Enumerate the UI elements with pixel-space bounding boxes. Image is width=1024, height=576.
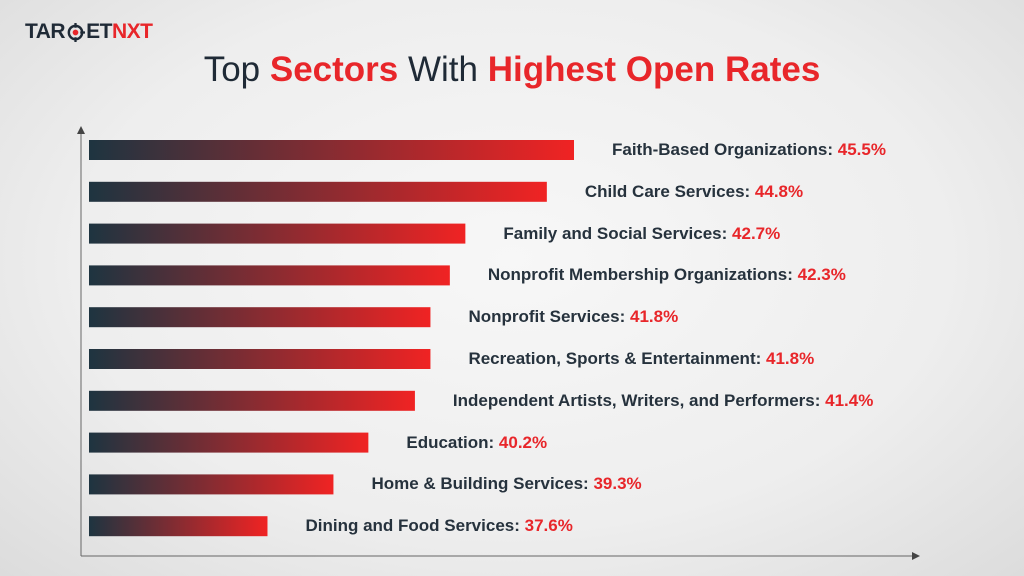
bar-label: Child Care Services: 44.8%	[585, 182, 803, 202]
value-label: 41.4%	[825, 390, 874, 410]
logo: TAR ET NXT	[25, 20, 153, 44]
category-label: Home & Building Services:	[371, 474, 594, 494]
bar-label: Home & Building Services: 39.3%	[371, 474, 641, 494]
bar	[89, 432, 369, 453]
bar	[89, 223, 466, 244]
value-label: 41.8%	[766, 349, 815, 368]
bar-label: Recreation, Sports & Entertainment: 41.8…	[468, 349, 814, 369]
value-label: 37.6%	[524, 516, 573, 536]
bar-label: Nonprofit Membership Organizations: 42.3…	[488, 265, 846, 285]
value-label: 42.7%	[732, 223, 781, 243]
chart-title: Top Sectors With Highest Open Rates	[0, 50, 1024, 90]
bar-label: Independent Artists, Writers, and Perfor…	[453, 391, 873, 411]
bar	[89, 390, 415, 411]
bar	[89, 140, 574, 160]
value-label: 40.2%	[498, 432, 548, 452]
bar	[89, 474, 334, 495]
category-label: Nonprofit Membership Organizations:	[487, 265, 798, 285]
logo-text: TAR	[25, 20, 66, 43]
bar	[89, 516, 268, 537]
bar-label: Education: 40.2%	[406, 433, 547, 453]
category-label: Education:	[406, 432, 499, 452]
bar	[89, 181, 547, 202]
value-label: 39.3%	[593, 474, 642, 494]
value-label: 41.8%	[629, 307, 679, 327]
value-label: 42.3%	[797, 265, 846, 285]
title-word: Top	[203, 50, 261, 89]
crosshair-icon	[67, 22, 86, 42]
bar-label: Faith-Based Organizations: 45.5%	[612, 140, 886, 160]
logo-text-accent: NXT	[111, 20, 153, 43]
category-label: Independent Artists, Writers, and Perfor…	[452, 390, 826, 410]
bar-label: Family and Social Services: 42.7%	[503, 224, 780, 244]
category-label: Recreation, Sports & Entertainment:	[468, 349, 766, 368]
bar-label: Nonprofit Services: 41.8%	[468, 307, 678, 327]
title-word-highlight: Highest Open Rates	[487, 50, 821, 89]
bar	[89, 265, 450, 286]
logo-text: ET	[86, 20, 112, 43]
title-word: With	[408, 50, 478, 89]
value-label: 44.8%	[754, 181, 804, 201]
bar-label: Dining and Food Services: 37.6%	[305, 516, 572, 536]
category-label: Nonprofit Services:	[468, 307, 630, 327]
category-label: Family and Social Services:	[503, 223, 733, 243]
bar	[89, 349, 431, 369]
value-label: 45.5%	[837, 140, 886, 159]
bar	[89, 307, 431, 328]
category-label: Child Care Services:	[584, 181, 755, 201]
category-label: Dining and Food Services:	[305, 516, 525, 536]
title-word-highlight: Sectors	[269, 50, 399, 89]
category-label: Faith-Based Organizations:	[612, 140, 838, 159]
